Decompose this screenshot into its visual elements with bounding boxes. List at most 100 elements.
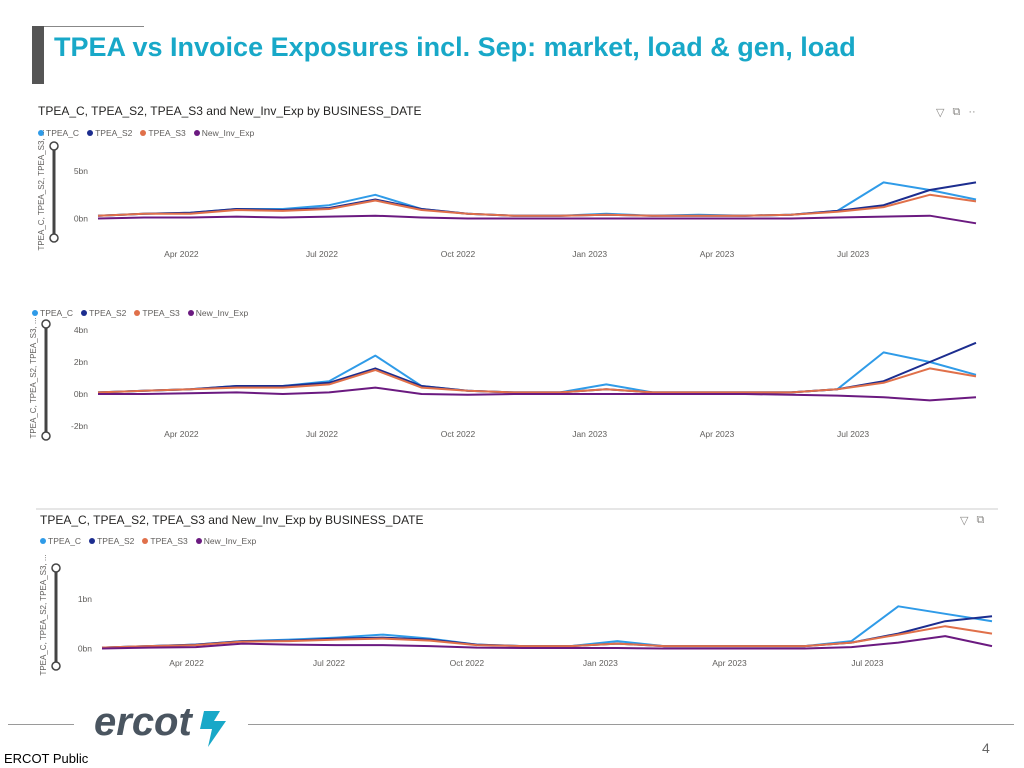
legend-label: TPEA_S3: [150, 536, 188, 546]
footer-rule-left: [8, 724, 74, 725]
series-line-tpea-s3: [97, 367, 977, 394]
y-tick-label: 2bn: [74, 357, 88, 367]
x-tick-label: Jul 2023: [837, 249, 869, 259]
slider-handle-bottom: [41, 431, 51, 441]
ercot-logo: ercot: [94, 700, 226, 747]
y-axis-label: TPEA_C, TPEA_S2, TPEA_S3, ...: [39, 554, 48, 675]
line-chart-1: TPEA_C, TPEA_S2, TPEA_S3, ... 5bn 0bn Apr 2…: [37, 129, 977, 259]
series-line-tpea-s3: [97, 193, 977, 217]
series-line-new-inv-exp: [97, 214, 977, 225]
x-tick-label: Oct 2022: [450, 658, 485, 668]
footer-text: ERCOT Public: [4, 751, 89, 766]
legend-dot: [140, 130, 147, 136]
legend-label: TPEA_C: [40, 308, 74, 318]
legend-dot: [89, 538, 96, 544]
y-tick-label: 1bn: [78, 594, 92, 604]
focus-mode-icon[interactable]: ⧉: [976, 514, 985, 526]
x-tick-label: Jul 2023: [837, 429, 869, 439]
legend-dot: [38, 130, 44, 136]
y-tick-label: -2bn: [71, 421, 88, 431]
x-tick-label: Apr 2023: [700, 429, 735, 439]
visual-header-icons: ▽ ⧉: [960, 514, 984, 527]
visual-header-icons: ▽ ⧉ ··: [936, 106, 976, 119]
x-tick-label: Apr 2022: [169, 658, 204, 668]
legend-item-tpea-s2[interactable]: TPEA_S2: [87, 128, 132, 138]
chart-legend: TPEA_C TPEA_S2 TPEA_S3 New_Inv_Exp: [32, 308, 248, 318]
chart-legend: TPEA_C TPEA_S2 TPEA_S3 New_Inv_Exp: [40, 536, 256, 546]
legend-label: TPEA_S3: [142, 308, 180, 318]
slider-handle-bottom: [51, 661, 61, 671]
legend-label: TPEA_S2: [95, 128, 133, 138]
title-rule: [44, 26, 144, 27]
line-chart-3: TPEA_C, TPEA_S2, TPEA_S3, ... 1bn 0bn Apr 2…: [39, 554, 993, 676]
x-tick-label: Apr 2022: [164, 249, 199, 259]
legend-item-new-inv-exp[interactable]: New_Inv_Exp: [187, 308, 249, 318]
series-line-tpea-s3: [101, 625, 993, 649]
filter-icon[interactable]: ▽: [960, 515, 969, 527]
y-axis-label: TPEA_C, TPEA_S2, TPEA_S3, ...: [29, 317, 38, 438]
line-chart-2: TPEA_C, TPEA_S2, TPEA_S3, ... 4bn 2bn 0bn -2…: [29, 317, 977, 441]
legend-dot: [40, 538, 46, 544]
legend-label: TPEA_C: [48, 536, 82, 546]
legend-label: TPEA_C: [46, 128, 80, 138]
legend-dot: [81, 310, 88, 316]
slider-handle-bottom: [49, 233, 59, 243]
legend-label: TPEA_S2: [97, 536, 135, 546]
x-tick-label: Jan 2023: [572, 429, 607, 439]
legend-dot: [142, 538, 149, 544]
y-tick-label: 0bn: [74, 389, 88, 399]
legend-item-new-inv-exp[interactable]: New_Inv_Exp: [193, 128, 255, 138]
legend-dot: [87, 130, 94, 136]
more-options-icon[interactable]: ··: [968, 106, 976, 118]
footer-rule-right: [248, 724, 1014, 725]
x-tick-label: Jan 2023: [572, 249, 607, 259]
focus-mode-icon[interactable]: ⧉: [952, 106, 961, 118]
legend-item-new-inv-exp[interactable]: New_Inv_Exp: [195, 536, 257, 546]
series-line-new-inv-exp: [98, 386, 977, 402]
legend-label: New_Inv_Exp: [201, 128, 255, 138]
y-tick-label: 0bn: [74, 214, 88, 224]
x-tick-label: Jan 2023: [583, 658, 618, 668]
slider-handle-top: [41, 319, 51, 329]
legend-item-tpea-c[interactable]: TPEA_C: [38, 128, 79, 138]
x-tick-label: Apr 2022: [164, 429, 199, 439]
x-tick-label: Jul 2022: [313, 658, 345, 668]
x-tick-label: Apr 2023: [712, 658, 747, 668]
legend-dot: [187, 310, 194, 316]
chart-legend: TPEA_C TPEA_S2 TPEA_S3 New_Inv_Exp: [38, 128, 254, 138]
y-tick-label: 4bn: [74, 325, 88, 335]
legend-item-tpea-s2[interactable]: TPEA_S2: [81, 308, 126, 318]
y-tick-label: 5bn: [74, 166, 88, 176]
legend-label: New_Inv_Exp: [195, 308, 249, 318]
legend-dot: [134, 310, 141, 316]
legend-item-tpea-s3[interactable]: TPEA_S3: [140, 128, 186, 138]
series-line-new-inv-exp: [101, 635, 993, 650]
legend-item-tpea-s3[interactable]: TPEA_S3: [134, 308, 180, 318]
title-accent-bar: [32, 26, 44, 84]
filter-icon[interactable]: ▽: [936, 107, 945, 119]
legend-label: TPEA_S3: [148, 128, 186, 138]
legend-dot: [195, 538, 202, 544]
chart-title: TPEA_C, TPEA_S2, TPEA_S3 and New_Inv_Exp…: [40, 513, 424, 527]
legend-item-tpea-s2[interactable]: TPEA_S2: [89, 536, 134, 546]
legend-dot: [32, 310, 38, 316]
page-number: 4: [982, 740, 990, 756]
panel-top-border: [36, 508, 998, 510]
chart-panel-2: TPEA_C TPEA_S2 TPEA_S3 New_Inv_Exp TPEA_…: [28, 304, 980, 446]
legend-item-tpea-s3[interactable]: TPEA_S3: [142, 536, 188, 546]
x-tick-label: Oct 2022: [441, 249, 476, 259]
legend-item-tpea-c[interactable]: TPEA_C: [32, 308, 73, 318]
x-tick-label: Apr 2023: [700, 249, 735, 259]
y-axis-label: TPEA_C, TPEA_S2, TPEA_S3, ...: [37, 129, 46, 250]
legend-item-tpea-c[interactable]: TPEA_C: [40, 536, 81, 546]
chart-panel-3: TPEA_C, TPEA_S2, TPEA_S3 and New_Inv_Exp…: [36, 508, 998, 676]
legend-label: TPEA_S2: [89, 308, 127, 318]
chart-panel-1: TPEA_C, TPEA_S2, TPEA_S3 and New_Inv_Exp…: [34, 102, 992, 264]
logo-wordmark: ercot: [94, 700, 193, 744]
slider-handle-top: [51, 563, 61, 573]
legend-label: New_Inv_Exp: [203, 536, 257, 546]
x-tick-label: Oct 2022: [441, 429, 476, 439]
x-tick-label: Jul 2023: [851, 658, 883, 668]
slider-handle-top: [49, 141, 59, 151]
x-tick-label: Jul 2022: [306, 249, 338, 259]
